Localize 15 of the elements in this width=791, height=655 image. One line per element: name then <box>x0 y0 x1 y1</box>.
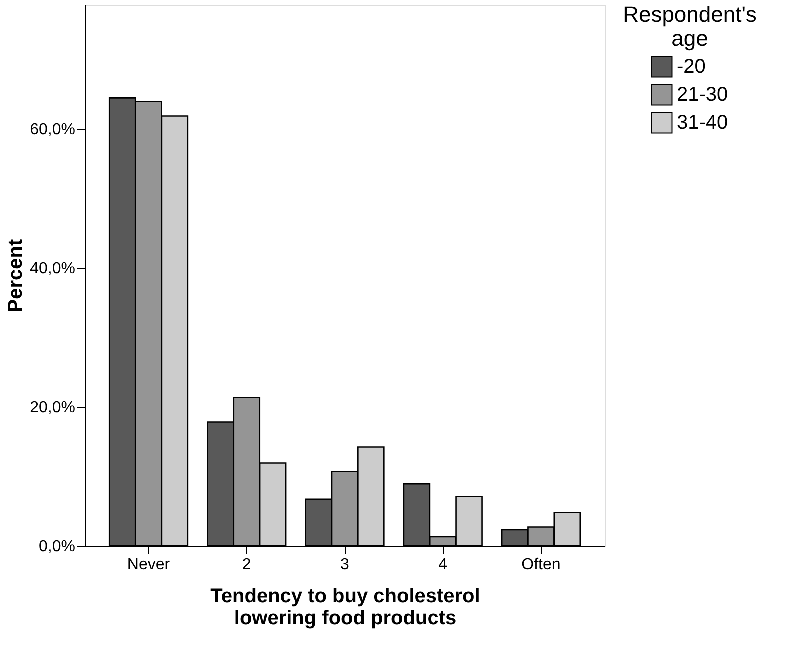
y-tick-label: 20,0% <box>30 399 76 416</box>
y-axis-title: Percent <box>5 238 28 313</box>
legend-label: 31-40 <box>677 112 728 134</box>
x-tick-label: Often <box>522 556 561 574</box>
y-tick-label: 40,0% <box>30 260 76 278</box>
legend-label: 21-30 <box>677 84 728 106</box>
y-tick-label: 0,0% <box>39 538 76 556</box>
y-tick-label: 60,0% <box>30 121 76 138</box>
legend-label: -20 <box>677 56 706 78</box>
legend-title: Respondent's age <box>623 2 757 51</box>
x-axis-title: Tendency to buy cholesterol lowering food products <box>210 586 480 630</box>
x-tick-label: 3 <box>340 556 350 574</box>
x-tick-label: 2 <box>242 556 252 574</box>
x-tick-label: 4 <box>438 556 448 574</box>
x-tick-label: Never <box>127 556 171 574</box>
